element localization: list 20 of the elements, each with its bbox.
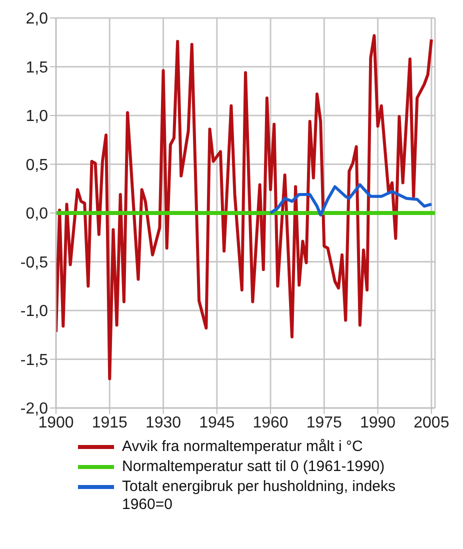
y-tick-label: -1,0 xyxy=(20,303,48,320)
legend-label: Avvik fra normaltemperatur målt i °C xyxy=(122,438,363,456)
y-tick-label: 2,0 xyxy=(26,10,48,28)
y-tick-label: 0,5 xyxy=(26,156,48,174)
legend-label: Totalt energibruk per husholdning, indeks 1960=0 xyxy=(122,478,397,514)
x-tick-label: 1930 xyxy=(145,414,182,432)
x-tick-label: 1960 xyxy=(252,414,288,432)
x-tick-label: 1975 xyxy=(306,414,342,432)
y-tick-label: -1,5 xyxy=(20,352,48,369)
y-tick-label: 1,5 xyxy=(26,59,48,76)
x-tick-label: 1990 xyxy=(360,414,396,432)
line-series xyxy=(56,34,433,380)
line-series xyxy=(269,183,433,216)
x-tick-label: 2005 xyxy=(414,414,450,432)
y-tick-label: -0,5 xyxy=(20,254,48,272)
y-tick-label: 1,0 xyxy=(26,108,48,126)
legend-label: Normaltemperatur satt til 0 (1961-1990) xyxy=(122,458,385,476)
x-tick-label: 1915 xyxy=(92,414,128,432)
y-tick-label: 0,0 xyxy=(26,206,48,223)
x-tick-label: 1945 xyxy=(199,414,235,432)
